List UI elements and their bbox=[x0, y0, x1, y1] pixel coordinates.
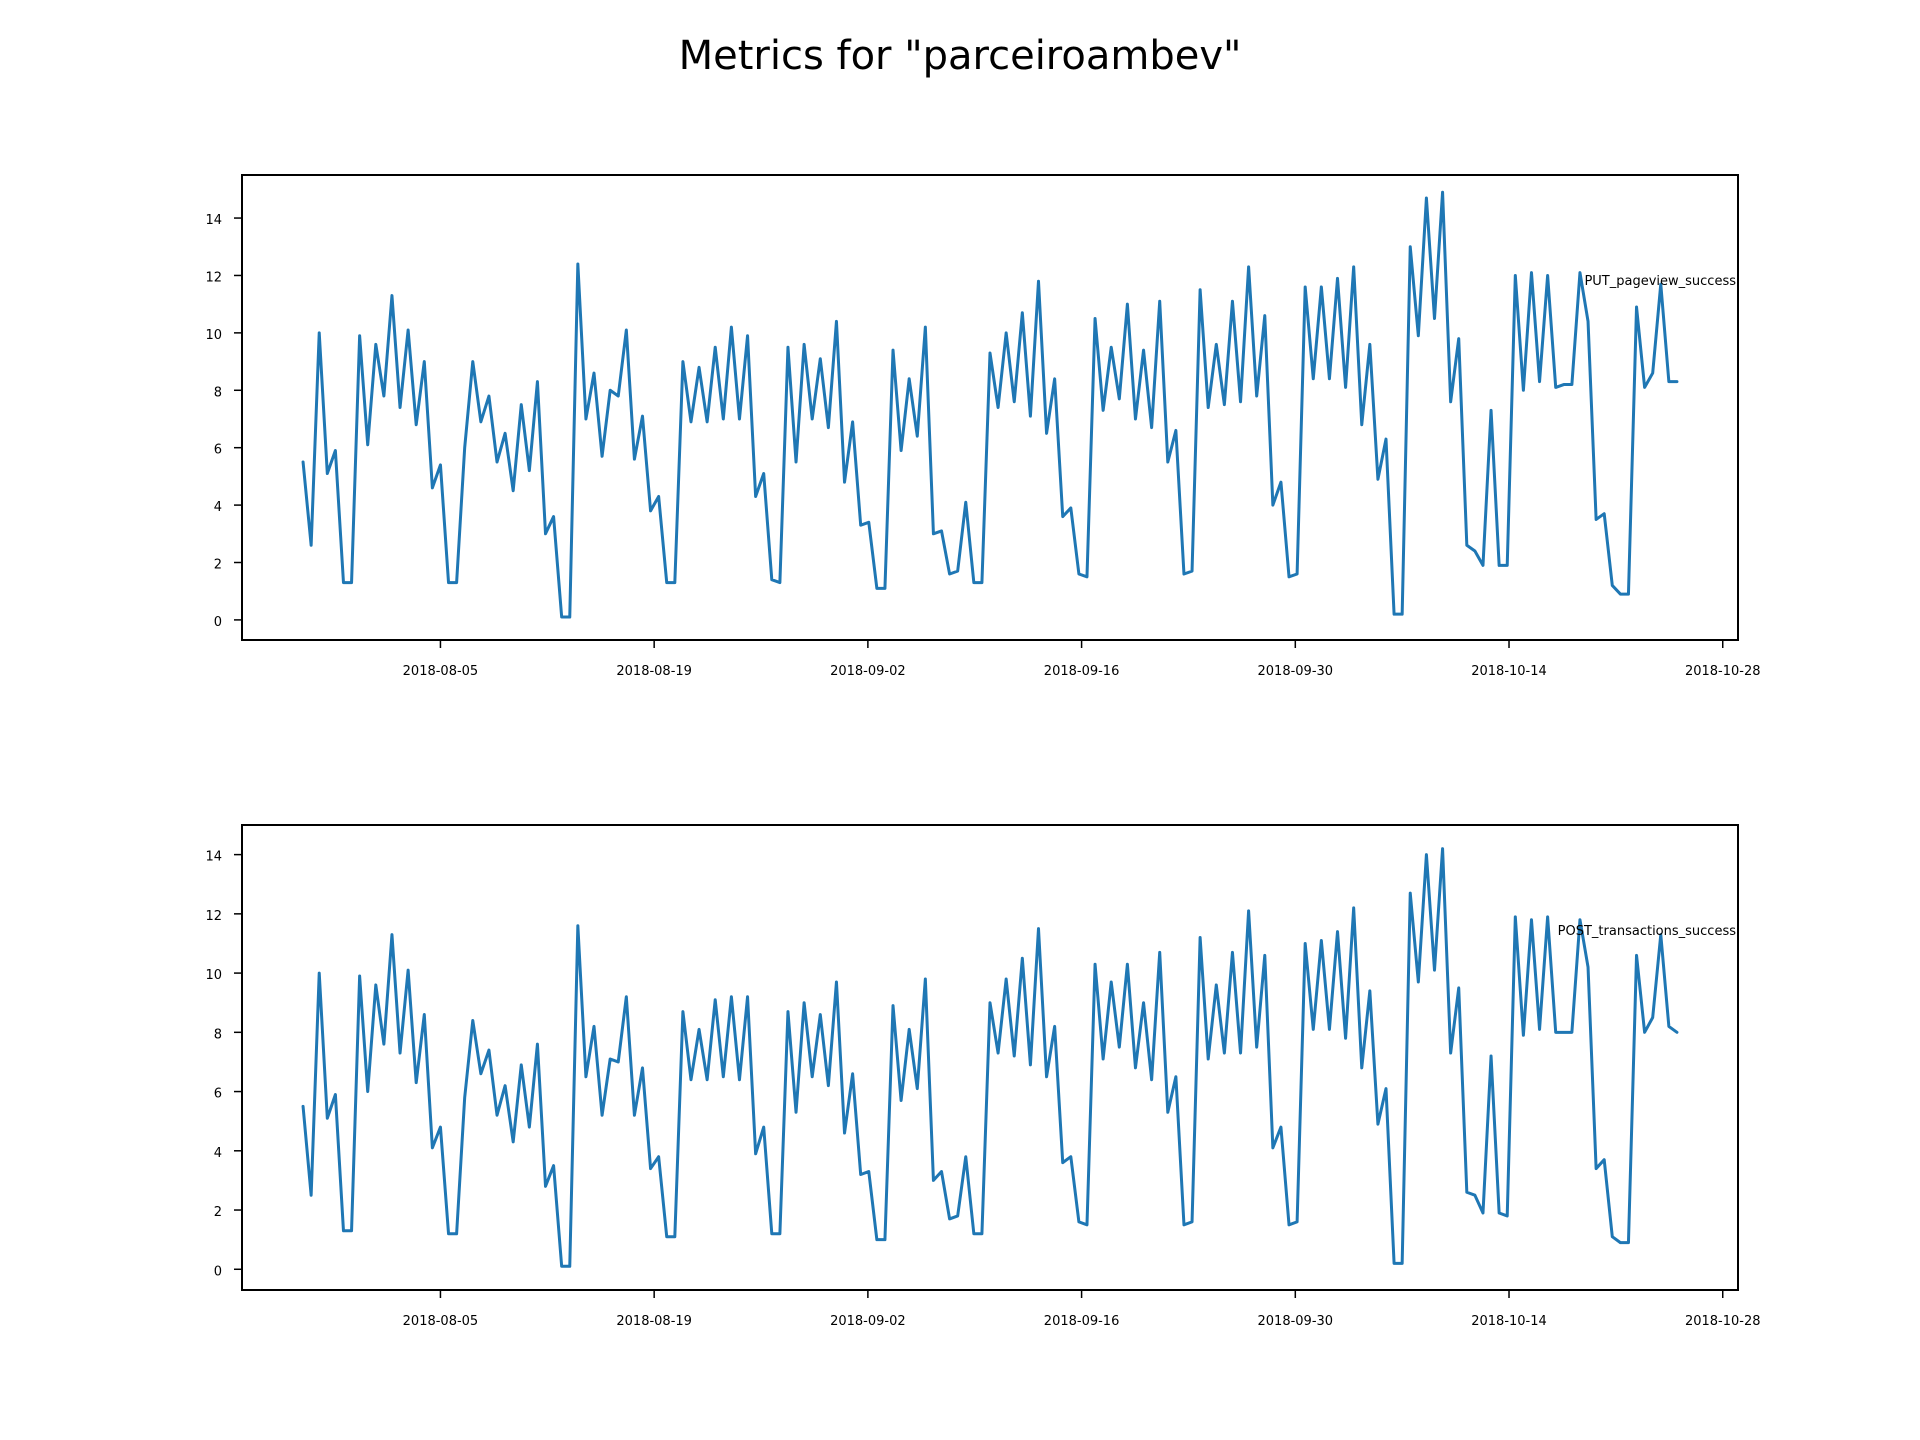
y-tick-label: 12 bbox=[205, 270, 222, 285]
y-tick-label: 10 bbox=[205, 328, 222, 343]
chart-post-transactions: 2018-08-05 2018-08-19 2018-09-02 2018-09-16… bbox=[205, 824, 1761, 1329]
x-tick-label: 2018-08-19 bbox=[616, 1314, 692, 1329]
x-tick-label: 2018-09-02 bbox=[830, 664, 906, 679]
y-tick-label: 14 bbox=[205, 850, 222, 865]
y-tick-label: 2 bbox=[214, 1205, 222, 1220]
y-tick-label: 4 bbox=[214, 500, 222, 515]
y-tick-label: 10 bbox=[205, 968, 222, 983]
x-tick-label: 2018-09-16 bbox=[1044, 1314, 1120, 1329]
series-annotation: POST_transactions_success bbox=[1558, 924, 1737, 939]
y-tick-label: 2 bbox=[214, 558, 222, 573]
series-line bbox=[301, 190, 1679, 619]
y-tick-label: 4 bbox=[214, 1146, 222, 1161]
x-tick-label: 2018-09-16 bbox=[1044, 664, 1120, 679]
x-tick-label: 2018-08-05 bbox=[403, 1314, 479, 1329]
y-tick-label: 8 bbox=[214, 385, 222, 400]
chart-put-pageview: 2018-08-05 2018-08-19 2018-09-02 2018-09-16… bbox=[205, 174, 1761, 679]
x-tick-label: 2018-10-14 bbox=[1471, 1314, 1547, 1329]
x-tick-label: 2018-08-19 bbox=[616, 664, 692, 679]
x-tick-label: 2018-09-30 bbox=[1258, 1314, 1334, 1329]
y-tick-label: 0 bbox=[214, 1264, 222, 1279]
y-tick-label: 0 bbox=[214, 615, 222, 630]
x-tick-label: 2018-08-05 bbox=[403, 664, 479, 679]
axes-frame bbox=[241, 174, 1739, 641]
series-annotation: PUT_pageview_success bbox=[1584, 274, 1736, 289]
axes-frame bbox=[241, 824, 1739, 1291]
x-tick-label: 2018-09-02 bbox=[830, 1314, 906, 1329]
x-tick-label: 2018-10-28 bbox=[1685, 1314, 1761, 1329]
y-tick-label: 14 bbox=[205, 213, 222, 228]
series-line bbox=[301, 847, 1679, 1268]
y-tick-label: 8 bbox=[214, 1027, 222, 1042]
x-tick-label: 2018-10-14 bbox=[1471, 664, 1547, 679]
y-tick-label: 12 bbox=[205, 909, 222, 924]
x-tick-label: 2018-09-30 bbox=[1258, 664, 1334, 679]
y-tick-label: 6 bbox=[214, 443, 222, 458]
figure-title: Metrics for "parceiroambev" bbox=[678, 33, 1242, 79]
y-tick-label: 6 bbox=[214, 1087, 222, 1102]
x-tick-label: 2018-10-28 bbox=[1685, 664, 1761, 679]
